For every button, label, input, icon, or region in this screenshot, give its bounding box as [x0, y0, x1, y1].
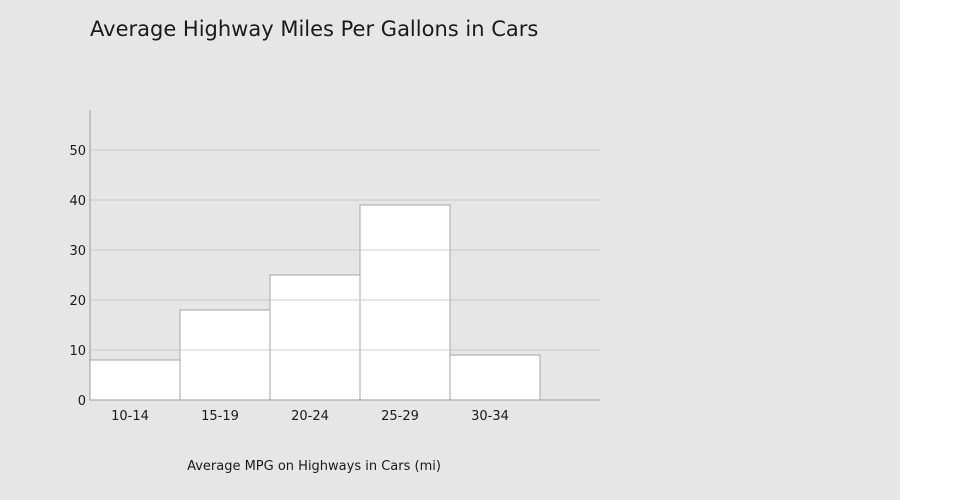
bar-20-24: [269, 274, 361, 401]
axes: [89, 110, 600, 401]
chart-panel: Average Highway Miles Per Gallons in Car…: [0, 0, 900, 500]
y-tick-label-10: 10: [69, 344, 86, 359]
y-tick-labels: 0 10 20 30 40 50: [69, 144, 86, 409]
y-tick-label-40: 40: [69, 194, 86, 209]
chart-title: Average Highway Miles Per Gallons in Car…: [90, 17, 539, 41]
x-tick-label-10-14: 10-14: [111, 409, 149, 424]
x-tick-labels: 10-14 15-19 20-24 25-29 30-34: [111, 409, 509, 424]
x-tick-label-25-29: 25-29: [381, 409, 419, 424]
bar-30-34: [449, 354, 541, 401]
x-tick-label-15-19: 15-19: [201, 409, 239, 424]
histogram-chart: 0 10 20 30 40 50 10-14 15-19 20-24 25-29 30-34 Av…: [69, 110, 600, 474]
x-axis-label: Average MPG on Highways in Cars (mi): [187, 459, 441, 474]
bar-25-29: [359, 204, 451, 401]
bar-15-19: [179, 309, 271, 401]
bar-10-14: [89, 359, 181, 401]
x-tick-label-20-24: 20-24: [291, 409, 329, 424]
y-tick-label-20: 20: [69, 294, 86, 309]
y-tick-label-0: 0: [78, 394, 86, 409]
x-tick-label-30-34: 30-34: [471, 409, 509, 424]
y-tick-label-50: 50: [69, 144, 86, 159]
y-tick-label-30: 30: [69, 244, 86, 259]
bars: [89, 149, 600, 401]
